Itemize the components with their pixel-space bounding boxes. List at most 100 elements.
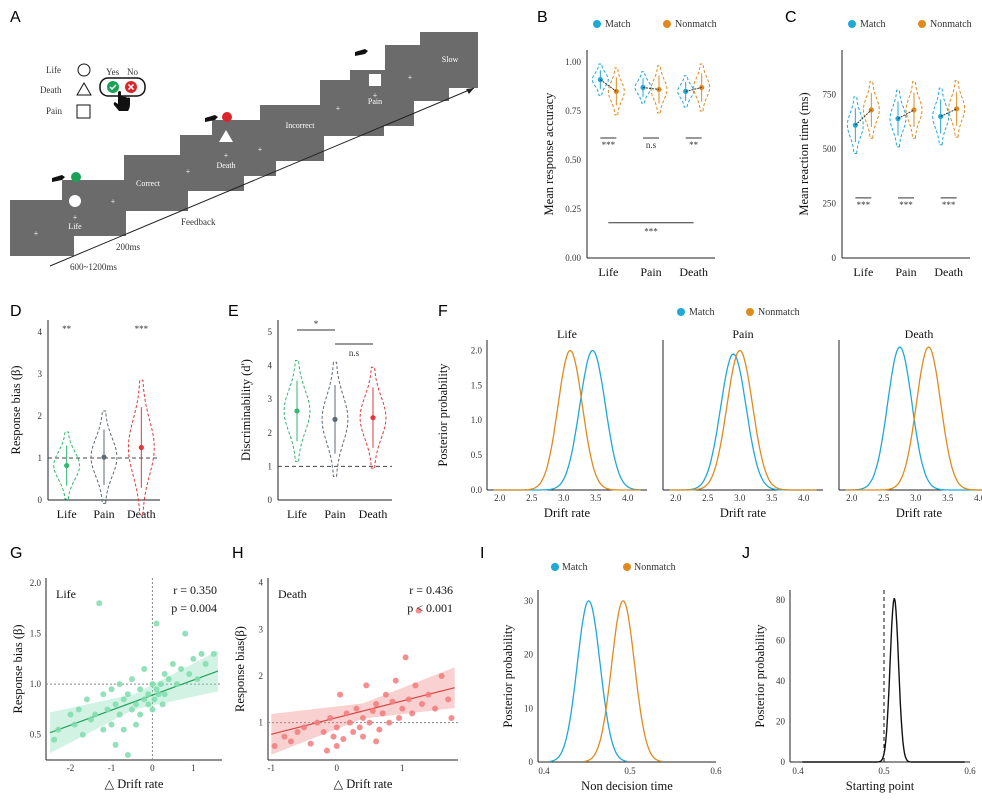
scatter-point bbox=[382, 691, 389, 698]
y-tick-label: 1.5 bbox=[471, 380, 483, 390]
fixation-cross: + bbox=[224, 151, 229, 160]
shape-legend: Life Death Pain bbox=[40, 63, 92, 119]
circle-icon bbox=[77, 63, 91, 77]
x-tick-label: 3.5 bbox=[590, 493, 602, 503]
legend-match-label: Match bbox=[860, 19, 886, 30]
legend-label-death: Death bbox=[40, 85, 62, 95]
y-tick-label: 30 bbox=[524, 596, 534, 606]
facet-title: Pain bbox=[732, 327, 753, 341]
y-tick-label: 0 bbox=[832, 253, 837, 263]
scatter-point bbox=[165, 676, 172, 683]
scatter-point bbox=[128, 706, 135, 713]
scatter-point bbox=[51, 736, 58, 743]
x-category-label: Death bbox=[679, 265, 708, 279]
scatter-point bbox=[343, 710, 350, 717]
scatter-point bbox=[323, 747, 330, 754]
panel-label-e: E bbox=[228, 303, 239, 320]
x-tick-label: 0 bbox=[150, 763, 155, 773]
scatter-point bbox=[92, 711, 99, 718]
x-tick-label: 4.0 bbox=[798, 493, 810, 503]
scatter-point bbox=[149, 706, 156, 713]
scatter-point bbox=[169, 660, 176, 667]
y-tick-label: 0.25 bbox=[565, 204, 581, 214]
chart-e-discriminability: 0 1 2 3 4 5 Discriminability (d') Life Pain Death… bbox=[239, 319, 392, 521]
incorrect-feedback-icon bbox=[222, 112, 232, 122]
scatter-point bbox=[287, 738, 294, 745]
chart-h-death-scatter: -1 0 1 1 2 3 4 △ Drift rate Response bias(β) Deat… bbox=[233, 578, 458, 791]
scatter-point bbox=[137, 686, 144, 693]
scatter-point bbox=[149, 681, 156, 688]
scatter-title: Death bbox=[278, 587, 307, 601]
violin-match bbox=[889, 89, 907, 148]
y-tick-label: 5 bbox=[268, 327, 273, 337]
y-tick-label: 80 bbox=[776, 595, 786, 605]
violin-pain bbox=[321, 361, 349, 477]
screen-label: Slow bbox=[442, 55, 459, 64]
legend-match-swatch bbox=[677, 308, 685, 316]
x-tick-label: 3.0 bbox=[558, 493, 570, 503]
scatter-point bbox=[418, 701, 425, 707]
panel-label-b: B bbox=[537, 9, 548, 26]
x-axis-label: △ Drift rate bbox=[105, 777, 164, 791]
density-match bbox=[549, 600, 627, 763]
scatter-point bbox=[333, 724, 340, 731]
violin-nonmatch bbox=[905, 81, 923, 139]
scatter-point bbox=[360, 715, 366, 721]
y-tick-label: 2.0 bbox=[30, 578, 42, 588]
x-category-label: Life bbox=[57, 507, 77, 521]
y-tick-label: 2 bbox=[38, 411, 43, 421]
scatter-point bbox=[448, 715, 455, 721]
panel-label-i: I bbox=[480, 545, 484, 562]
y-tick-label: 500 bbox=[823, 144, 837, 154]
y-tick-label: 0.75 bbox=[565, 106, 581, 116]
scatter-point bbox=[190, 655, 197, 662]
scatter-point bbox=[402, 654, 409, 661]
violin-life-mean bbox=[64, 462, 70, 469]
x-category-label: Life bbox=[853, 265, 873, 279]
y-tick-label: 1.0 bbox=[30, 679, 42, 689]
sig-marker: * bbox=[314, 319, 319, 329]
scatter-point bbox=[75, 706, 82, 713]
x-tick-label: -2 bbox=[67, 763, 75, 773]
x-category-label: Life bbox=[287, 507, 307, 521]
y-axis-label: Posterior probability bbox=[436, 363, 450, 467]
scatter-point bbox=[124, 691, 131, 698]
scatter-point bbox=[178, 666, 185, 672]
scatter-title: Life bbox=[56, 587, 76, 601]
scatter-point bbox=[281, 733, 288, 740]
scatter-point bbox=[194, 676, 201, 683]
scatter-point bbox=[346, 719, 353, 726]
scatter-point bbox=[399, 705, 406, 712]
x-tick-label: 3.0 bbox=[734, 493, 746, 503]
violin-nonmatch-mean bbox=[699, 84, 705, 91]
x-tick-label: 0.6 bbox=[710, 766, 722, 776]
pair-connector bbox=[854, 109, 872, 126]
y-tick-label: 0 bbox=[529, 757, 534, 767]
scatter-point bbox=[112, 701, 119, 708]
scatter-point bbox=[438, 673, 445, 679]
scatter-point bbox=[116, 681, 123, 688]
y-tick-label: 60 bbox=[776, 636, 786, 646]
scatter-point bbox=[415, 607, 422, 614]
density-nonmatch bbox=[493, 349, 641, 491]
y-axis-label: Response bias (β) bbox=[9, 366, 23, 455]
sig-marker: *** bbox=[857, 200, 871, 210]
screen-label: Death bbox=[216, 161, 235, 170]
scatter-point bbox=[173, 681, 180, 688]
legend-match-label: Match bbox=[562, 562, 588, 573]
scatter-point bbox=[55, 726, 62, 733]
legend-nonmatch-label: Nonmatch bbox=[930, 19, 972, 30]
triangle-icon bbox=[76, 82, 92, 96]
x-category-label: Death bbox=[359, 507, 388, 521]
panel-label-g: G bbox=[10, 545, 22, 562]
violin-nonmatch bbox=[650, 65, 668, 114]
x-tick-label: 2.0 bbox=[494, 493, 506, 503]
legend-nonmatch-label: Nonmatch bbox=[758, 307, 800, 318]
triangle-stimulus bbox=[219, 130, 233, 142]
x-tick-label: -1 bbox=[108, 763, 116, 773]
no-key-label: No bbox=[127, 67, 138, 77]
scatter-point bbox=[356, 724, 363, 731]
sig-marker: *** bbox=[899, 200, 913, 210]
scatter-point bbox=[67, 711, 74, 718]
